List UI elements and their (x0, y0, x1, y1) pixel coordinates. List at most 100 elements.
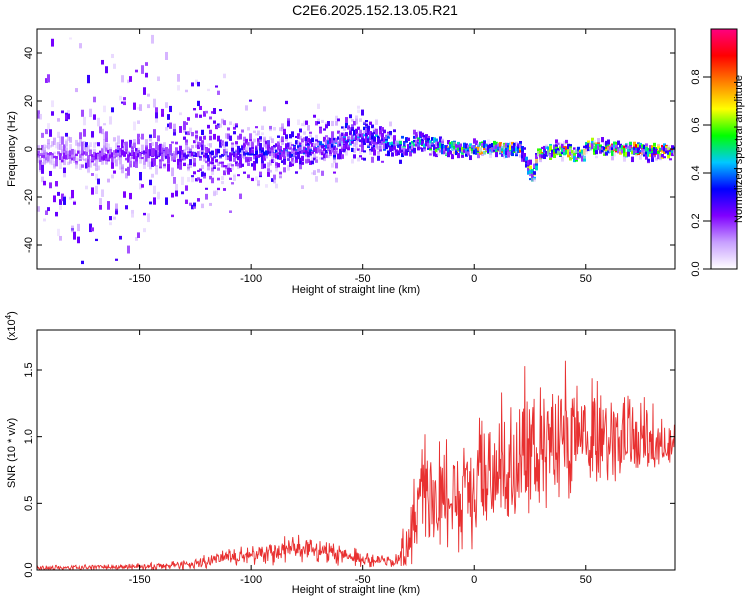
heatmap-cell (65, 150, 68, 160)
heatmap-cell (517, 148, 520, 154)
heatmap-cell (579, 154, 582, 157)
heatmap-cell (251, 149, 254, 154)
heatmap-cell (593, 143, 596, 149)
heatmap-cell (271, 155, 274, 160)
heatmap-cell (307, 145, 310, 152)
heatmap-cell (339, 132, 342, 138)
heatmap-cell (351, 124, 354, 128)
heatmap-cell (391, 136, 394, 140)
heatmap-cell (59, 235, 62, 241)
heatmap-cell (195, 113, 198, 118)
heatmap-cell (155, 115, 158, 123)
heatmap-cell (325, 149, 328, 154)
heatmap-cell (211, 111, 214, 114)
heatmap-cell (249, 142, 252, 147)
heatmap-cell (113, 170, 116, 174)
heatmap-cell (231, 152, 234, 156)
heatmap-cell (407, 144, 410, 149)
heatmap-cell (183, 130, 186, 133)
heatmap-cell (269, 151, 272, 157)
heatmap-cell (553, 144, 556, 150)
heatmap-cell (655, 148, 658, 154)
heatmap-cell (47, 154, 50, 164)
heatmap-cell (73, 149, 76, 157)
heatmap-cell (325, 154, 328, 158)
heatmap-cell (325, 135, 328, 138)
heatmap-cell (297, 148, 300, 151)
heatmap-cell (427, 135, 430, 139)
heatmap-cell (185, 144, 188, 151)
heatmap-cell (161, 108, 164, 117)
x-tick-label: 0 (471, 273, 477, 285)
heatmap-cell (437, 145, 440, 149)
heatmap-cell (161, 147, 164, 153)
heatmap-cell (257, 180, 260, 186)
heatmap-cell (281, 160, 284, 164)
heatmap-cell (279, 148, 282, 153)
heatmap-cell (303, 146, 306, 152)
heatmap-cell (225, 148, 228, 155)
heatmap-cell (443, 150, 446, 154)
heatmap-cell (345, 150, 348, 156)
heatmap-cell (199, 156, 202, 160)
heatmap-cell (333, 171, 336, 174)
heatmap-cell (305, 151, 308, 157)
heatmap-cell (223, 141, 226, 147)
heatmap-cell (503, 144, 506, 151)
heatmap-cell (211, 169, 214, 175)
heatmap-cell (93, 156, 96, 161)
heatmap-cell (323, 128, 326, 131)
heatmap-cell (523, 158, 526, 162)
heatmap-cell (103, 153, 106, 161)
heatmap-cell (479, 152, 482, 155)
heatmap-cell (453, 147, 456, 151)
heatmap-cell (113, 154, 116, 163)
heatmap-cell (129, 157, 132, 164)
heatmap-cell (391, 152, 394, 157)
heatmap-cell (113, 216, 116, 220)
heatmap-cell (487, 147, 490, 154)
heatmap-cell (515, 141, 518, 148)
heatmap-cell (53, 195, 56, 203)
heatmap-cell (375, 144, 378, 150)
heatmap-cell (101, 152, 104, 162)
heatmap-cell (67, 110, 70, 113)
heatmap-cell (249, 156, 252, 162)
heatmap-cell (499, 152, 502, 155)
heatmap-cell (399, 140, 402, 147)
heatmap-cell (37, 155, 40, 163)
heatmap-cell (277, 162, 280, 168)
heatmap-cell (373, 141, 376, 147)
colorbar-tick-label: 0.4 (690, 165, 702, 180)
heatmap-cell (379, 129, 382, 136)
heatmap-cell (229, 162, 232, 167)
heatmap-cell (369, 150, 372, 155)
heatmap-cell (457, 141, 460, 147)
heatmap-cell (319, 127, 322, 134)
heatmap-cell (441, 149, 444, 155)
heatmap-cell (99, 198, 102, 205)
heatmap-cell (37, 149, 40, 155)
heatmap-cell (131, 146, 134, 149)
heatmap-cell (667, 154, 670, 159)
heatmap-cell (53, 151, 56, 155)
heatmap-cell (279, 151, 282, 155)
heatmap-cell (73, 155, 76, 163)
heatmap-cell (415, 142, 418, 147)
heatmap-cell (249, 137, 252, 142)
heatmap-cell (397, 142, 400, 147)
heatmap-cell (299, 128, 302, 133)
heatmap-cell (587, 140, 590, 143)
heatmap-cell (305, 141, 308, 145)
heatmap-cell (177, 74, 180, 82)
heatmap-cell (217, 125, 220, 128)
heatmap-cell (469, 148, 472, 154)
heatmap-cell (195, 134, 198, 140)
heatmap-cell (255, 155, 258, 159)
heatmap-cell (413, 135, 416, 139)
heatmap-cell (481, 151, 484, 155)
heatmap-cell (569, 150, 572, 155)
heatmap-cell (615, 149, 618, 153)
heatmap-cell (361, 137, 364, 143)
heatmap-cell (309, 134, 312, 138)
